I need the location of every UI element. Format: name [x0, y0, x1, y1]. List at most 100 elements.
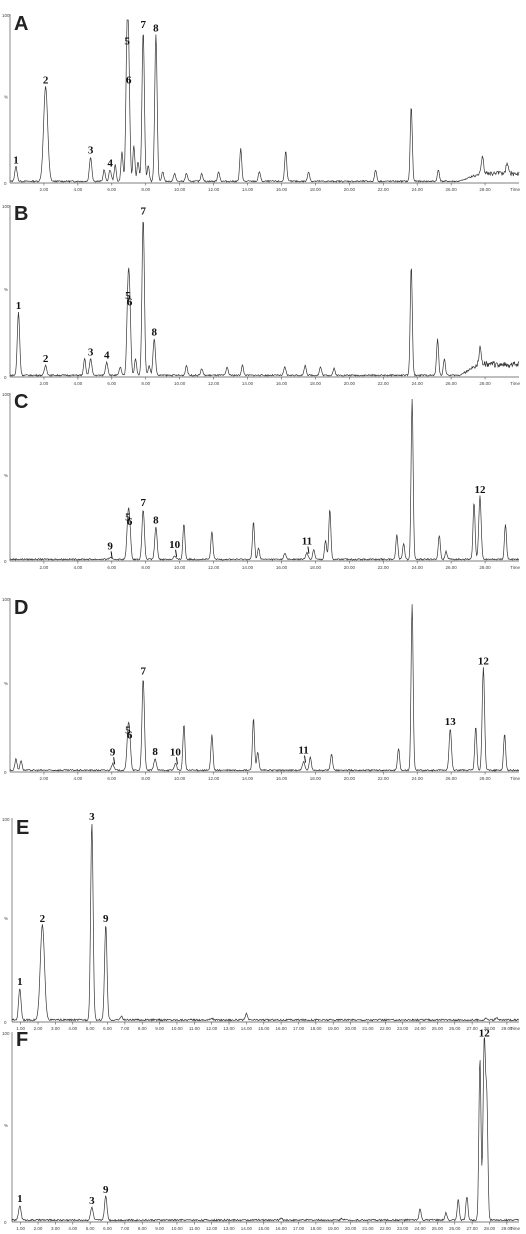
peak-label-6: 6 — [127, 297, 133, 309]
y-axis-max-label: 100 — [2, 204, 10, 209]
x-tick-label: 22.00 — [378, 565, 390, 570]
peak-label-11: 11 — [298, 745, 308, 757]
y-axis-max-label: 100 — [2, 597, 10, 602]
peak-label-11: 11 — [302, 536, 312, 548]
peak-label-6: 6 — [126, 74, 132, 86]
peak-label-6: 6 — [127, 516, 133, 528]
x-tick-label: 18.00 — [310, 1226, 322, 1231]
x-tick-label: 26.00 — [446, 565, 458, 570]
panel-a: A 100% 0 2.00 4.00 6.00 8.00 10.00 12.00 14.00 16.… — [2, 13, 520, 192]
x-tick-label: 24.00 — [412, 381, 424, 386]
x-tick-label: 14.00 — [242, 565, 254, 570]
x-tick-label: 18.00 — [310, 1026, 322, 1031]
chromatogram-trace — [11, 823, 520, 1022]
x-tick-label: 28.00 — [479, 565, 491, 570]
y-axis-min-label: 0 — [4, 375, 7, 380]
peak-label-3: 3 — [88, 346, 94, 358]
peak-label-12: 12 — [474, 484, 486, 496]
y-axis-min-label: 0 — [4, 1220, 7, 1225]
x-tick-label: 9.00 — [155, 1226, 164, 1231]
x-tick-label: 19.00 — [328, 1226, 340, 1231]
panel-f: F 100% 0 1.00 2.00 3.00 4.00 5.00 6.00 7.00 8.00 9.… — [2, 1028, 520, 1231]
x-tick-label: 2.00 — [40, 565, 49, 570]
x-tick-label: 4.00 — [73, 776, 82, 781]
x-tick-label: 11.00 — [189, 1026, 200, 1031]
peak-label-9: 9 — [110, 746, 116, 758]
x-tick-label: 20.00 — [345, 1026, 357, 1031]
x-tick-label: 10.00 — [174, 187, 186, 192]
x-tick-label: 25.00 — [432, 1226, 444, 1231]
panel-e: E 100% 0 1.00 2.00 3.00 4.00 5.00 6.00 7.00 8.00 9.… — [2, 811, 520, 1031]
peak-label-8: 8 — [151, 326, 157, 338]
chromatogram-trace — [9, 398, 520, 561]
x-tick-label: 16.00 — [275, 1026, 287, 1031]
x-tick-label: 20.00 — [344, 776, 356, 781]
x-tick-label: 26.00 — [449, 1026, 461, 1031]
panel-d: D 100% 0 2.00 4.00 6.00 8.00 10.00 12.00 14.00 16.… — [2, 597, 520, 781]
peak-label-2: 2 — [43, 74, 49, 86]
x-tick-label: 23.00 — [397, 1226, 409, 1231]
y-axis-max-label: 100 — [2, 392, 10, 397]
x-tick-label: 26.00 — [449, 1226, 461, 1231]
panel-letter: D — [14, 597, 28, 619]
peak-label-3: 3 — [89, 811, 95, 823]
x-tick-label: 21.00 — [362, 1026, 374, 1031]
peak-label-8: 8 — [153, 22, 159, 34]
x-tick-label: 6.00 — [107, 565, 116, 570]
x-tick-label: 6.00 — [107, 381, 116, 386]
peak-label-12: 12 — [479, 1028, 491, 1040]
x-tick-label: 10.00 — [174, 565, 186, 570]
peak-label-1: 1 — [16, 300, 22, 312]
y-axis-min-label: 0 — [4, 559, 7, 564]
chromatogram-trace — [11, 1036, 520, 1222]
peak-label-9: 9 — [103, 913, 109, 925]
x-tick-label: 20.00 — [345, 1226, 357, 1231]
x-tick-label: 21.00 — [362, 1226, 374, 1231]
y-axis-percent-label: % — [4, 1123, 8, 1128]
x-tick-label: 6.00 — [107, 187, 116, 192]
peak-pointer — [175, 757, 178, 765]
x-tick-label: 12.00 — [208, 381, 220, 386]
panel-letter: C — [14, 391, 28, 413]
x-tick-label: 16.00 — [276, 381, 288, 386]
x-tick-label: 22.00 — [378, 776, 390, 781]
x-tick-label: 2.00 — [34, 1226, 43, 1231]
x-tick-label: 10.00 — [171, 1226, 183, 1231]
panel-b: B 100% 0 2.00 4.00 6.00 8.00 10.00 12.00 14.00 16.… — [2, 203, 520, 386]
x-tick-label: 12.00 — [208, 776, 220, 781]
y-axis-percent-label: % — [4, 287, 8, 292]
x-tick-label: 3.00 — [51, 1026, 60, 1031]
x-tick-label: 24.00 — [414, 1026, 426, 1031]
x-tick-label: 14.00 — [241, 1026, 253, 1031]
x-tick-label: 16.00 — [275, 1226, 287, 1231]
x-tick-label: 7.00 — [120, 1226, 129, 1231]
x-tick-label: 19.00 — [328, 1026, 340, 1031]
x-tick-label: 4.00 — [73, 381, 82, 386]
peak-label-5: 5 — [124, 35, 130, 47]
x-tick-label: 13.00 — [223, 1026, 235, 1031]
x-tick-label: 8.00 — [141, 565, 150, 570]
y-axis-percent-label: % — [4, 916, 8, 921]
x-tick-label: 24.00 — [412, 565, 424, 570]
x-tick-label: 8.00 — [141, 187, 150, 192]
x-tick-label: 28.00 — [484, 1226, 496, 1231]
peak-label-6: 6 — [127, 729, 133, 741]
x-tick-label: 14.00 — [241, 1226, 253, 1231]
peak-label-2: 2 — [43, 353, 49, 365]
x-tick-label: 22.00 — [380, 1026, 392, 1031]
x-tick-label: 18.00 — [310, 381, 322, 386]
x-tick-label: 16.00 — [276, 187, 288, 192]
x-tick-label: 22.00 — [380, 1226, 392, 1231]
x-tick-label: 26.00 — [446, 776, 458, 781]
x-tick-label: 3.00 — [51, 1226, 60, 1231]
x-tick-label: 29.00 — [501, 1026, 513, 1031]
x-tick-label: 15.00 — [258, 1226, 270, 1231]
x-tick-label: 6.00 — [103, 1026, 112, 1031]
x-tick-label: 8.00 — [138, 1026, 147, 1031]
x-tick-label: 12.00 — [206, 1226, 218, 1231]
x-tick-label: 1.00 — [16, 1226, 25, 1231]
x-tick-label: 14.00 — [242, 381, 254, 386]
x-tick-label: 24.00 — [412, 187, 424, 192]
x-tick-label: 2.00 — [40, 187, 49, 192]
